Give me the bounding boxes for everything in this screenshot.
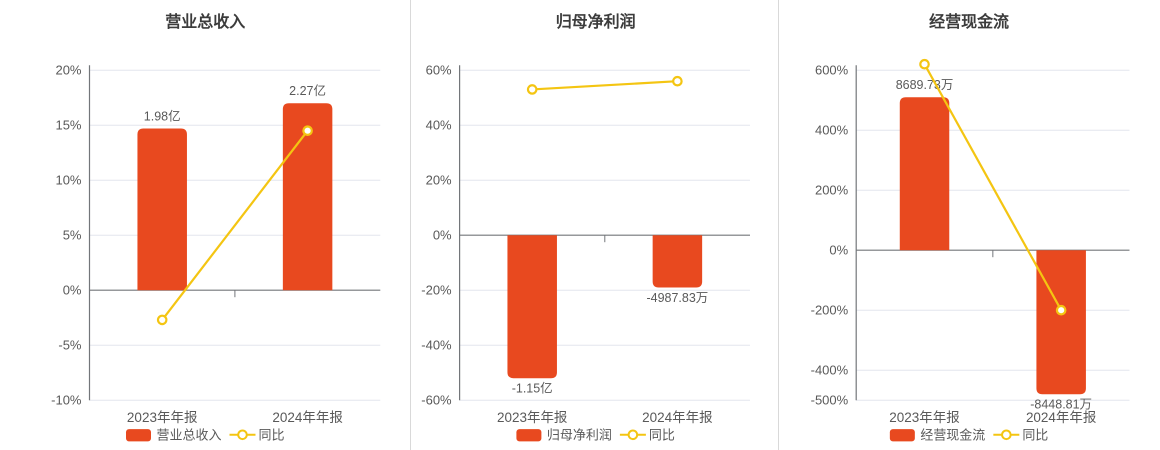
svg-text:同比: 同比 [259, 427, 285, 442]
svg-text:同比: 同比 [648, 427, 674, 442]
svg-text:-1.15亿: -1.15亿 [511, 381, 552, 396]
svg-text:经营现金流: 经营现金流 [920, 427, 985, 442]
svg-text:2024年年报: 2024年年报 [642, 410, 712, 425]
svg-text:-20%: -20% [421, 283, 452, 298]
svg-text:-200%: -200% [810, 303, 848, 318]
svg-text:2023年年报: 2023年年报 [127, 410, 198, 425]
svg-text:-500%: -500% [810, 393, 848, 408]
svg-text:0%: 0% [432, 228, 451, 243]
svg-text:-400%: -400% [810, 363, 848, 378]
svg-text:1.98亿: 1.98亿 [144, 109, 181, 124]
svg-text:-5%: -5% [58, 338, 82, 353]
svg-text:200%: 200% [815, 183, 849, 198]
svg-text:2024年年报: 2024年年报 [1026, 410, 1096, 425]
svg-text:600%: 600% [815, 63, 849, 78]
svg-text:15%: 15% [55, 118, 81, 133]
svg-text:营业总收入: 营业总收入 [157, 427, 222, 442]
svg-text:2023年年报: 2023年年报 [496, 410, 566, 425]
svg-text:-10%: -10% [51, 393, 82, 408]
svg-text:同比: 同比 [1022, 427, 1048, 442]
svg-text:20%: 20% [55, 63, 81, 78]
svg-text:营业总收入: 营业总收入 [165, 12, 245, 31]
svg-text:-60%: -60% [421, 393, 452, 408]
svg-text:60%: 60% [425, 63, 451, 78]
svg-text:20%: 20% [425, 173, 451, 188]
svg-text:-4987.83万: -4987.83万 [646, 291, 708, 305]
svg-text:0%: 0% [829, 243, 848, 258]
svg-text:-40%: -40% [421, 338, 452, 353]
svg-text:归母净利润: 归母净利润 [546, 427, 611, 442]
svg-text:5%: 5% [63, 228, 82, 243]
svg-text:2023年年报: 2023年年报 [889, 410, 959, 425]
svg-text:2024年年报: 2024年年报 [272, 410, 343, 425]
svg-text:2.27亿: 2.27亿 [289, 83, 326, 98]
svg-text:10%: 10% [55, 173, 81, 188]
svg-text:8689.73万: 8689.73万 [896, 78, 954, 92]
svg-text:归母净利润: 归母净利润 [555, 12, 635, 31]
svg-text:40%: 40% [425, 118, 451, 133]
svg-text:0%: 0% [63, 283, 82, 298]
svg-text:经营现金流: 经营现金流 [929, 12, 1009, 31]
svg-text:400%: 400% [815, 123, 849, 138]
